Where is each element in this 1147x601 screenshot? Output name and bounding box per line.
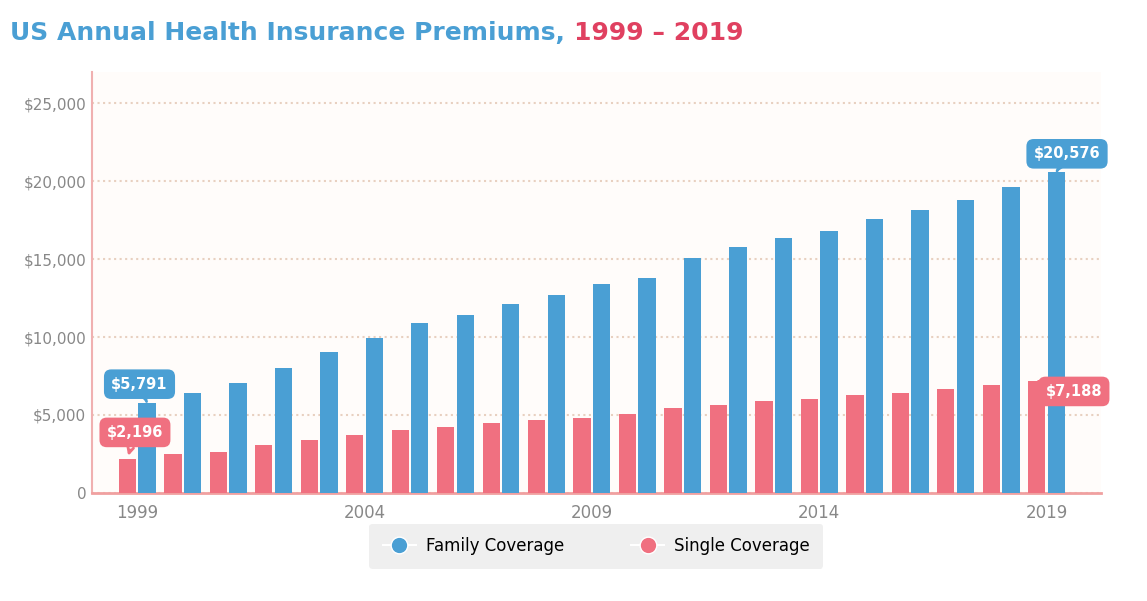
Bar	[320, 352, 337, 493]
Bar	[891, 392, 910, 493]
Bar	[820, 231, 837, 493]
Bar	[639, 278, 656, 493]
Bar	[957, 201, 974, 493]
Bar	[164, 454, 181, 493]
Text: 1999 – 2019: 1999 – 2019	[574, 21, 743, 45]
Bar	[483, 423, 500, 493]
Text: $5,791: $5,791	[111, 377, 167, 401]
Bar	[391, 430, 408, 493]
Bar	[502, 304, 520, 493]
Bar	[619, 414, 637, 493]
Bar	[457, 316, 474, 493]
Bar	[801, 399, 818, 493]
Bar	[301, 440, 318, 493]
Bar	[866, 219, 883, 493]
Bar	[275, 368, 292, 493]
Bar	[593, 284, 610, 493]
Bar	[346, 435, 364, 493]
Bar	[528, 419, 545, 493]
Bar	[139, 403, 156, 493]
Text: $20,576: $20,576	[1033, 146, 1100, 171]
Bar	[684, 258, 701, 493]
Bar	[1002, 187, 1020, 493]
Text: $2,196: $2,196	[107, 425, 163, 453]
Bar	[574, 418, 591, 493]
Bar	[937, 389, 954, 493]
Bar	[411, 323, 429, 493]
Bar	[729, 248, 747, 493]
Bar	[210, 451, 227, 493]
Bar	[1028, 381, 1045, 493]
Bar	[983, 385, 1000, 493]
Bar	[437, 427, 454, 493]
Bar	[366, 338, 383, 493]
Bar	[184, 392, 201, 493]
Bar	[912, 210, 929, 493]
Bar	[710, 405, 727, 493]
Bar	[846, 395, 864, 493]
Bar	[664, 408, 681, 493]
Bar	[775, 238, 793, 493]
Text: $7,188: $7,188	[1038, 380, 1102, 399]
Text: US Annual Health Insurance Premiums,: US Annual Health Insurance Premiums,	[10, 21, 574, 45]
Legend: Family Coverage, Single Coverage: Family Coverage, Single Coverage	[369, 524, 824, 569]
Bar	[119, 459, 136, 493]
Bar	[547, 295, 564, 493]
Bar	[756, 401, 773, 493]
Bar	[229, 383, 247, 493]
Bar	[256, 445, 273, 493]
Bar	[1047, 172, 1064, 493]
